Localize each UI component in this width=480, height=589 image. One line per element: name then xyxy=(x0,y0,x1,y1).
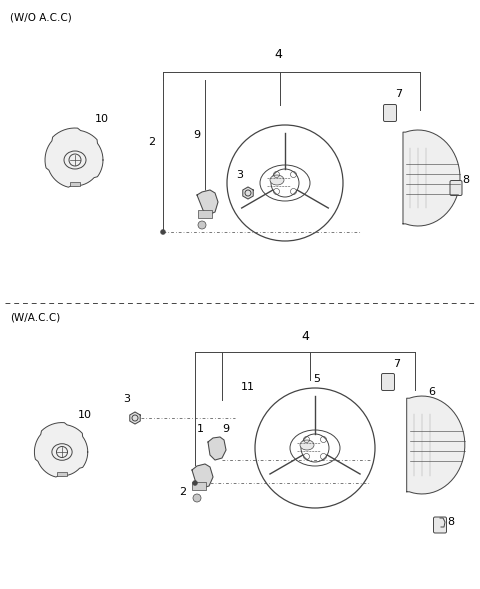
Text: 4: 4 xyxy=(274,48,282,61)
Circle shape xyxy=(192,481,197,485)
Text: (W/A.C.C): (W/A.C.C) xyxy=(10,312,60,322)
Text: 9: 9 xyxy=(193,130,200,140)
Text: 10: 10 xyxy=(95,114,109,124)
Bar xyxy=(70,182,80,186)
Polygon shape xyxy=(243,187,253,199)
Text: 8: 8 xyxy=(447,517,454,527)
Text: 3: 3 xyxy=(237,170,243,180)
Text: 3: 3 xyxy=(123,394,131,404)
Polygon shape xyxy=(403,130,460,226)
Circle shape xyxy=(160,230,166,234)
Text: (W/O A.C.C): (W/O A.C.C) xyxy=(10,12,72,22)
Text: 7: 7 xyxy=(393,359,400,369)
Polygon shape xyxy=(407,396,465,494)
Polygon shape xyxy=(197,190,218,215)
Bar xyxy=(58,472,67,476)
Text: 10: 10 xyxy=(78,410,92,420)
Text: 8: 8 xyxy=(462,175,469,185)
Text: 2: 2 xyxy=(148,137,155,147)
FancyBboxPatch shape xyxy=(433,517,446,533)
Bar xyxy=(198,210,212,218)
Text: 9: 9 xyxy=(222,424,229,434)
Text: 7: 7 xyxy=(395,89,402,99)
FancyBboxPatch shape xyxy=(384,104,396,121)
Text: 2: 2 xyxy=(179,487,186,497)
Text: 4: 4 xyxy=(301,330,309,343)
Circle shape xyxy=(198,221,206,229)
Circle shape xyxy=(193,494,201,502)
FancyBboxPatch shape xyxy=(382,373,395,391)
Polygon shape xyxy=(192,464,213,488)
Polygon shape xyxy=(208,437,226,460)
Text: 5: 5 xyxy=(313,374,321,384)
Bar xyxy=(192,482,206,490)
Text: 6: 6 xyxy=(429,387,435,397)
FancyBboxPatch shape xyxy=(450,180,462,196)
Text: 11: 11 xyxy=(241,382,255,392)
Ellipse shape xyxy=(300,440,314,450)
Polygon shape xyxy=(45,128,103,187)
Ellipse shape xyxy=(270,175,284,185)
Polygon shape xyxy=(35,422,88,477)
Polygon shape xyxy=(130,412,140,424)
Text: 1: 1 xyxy=(196,424,204,434)
